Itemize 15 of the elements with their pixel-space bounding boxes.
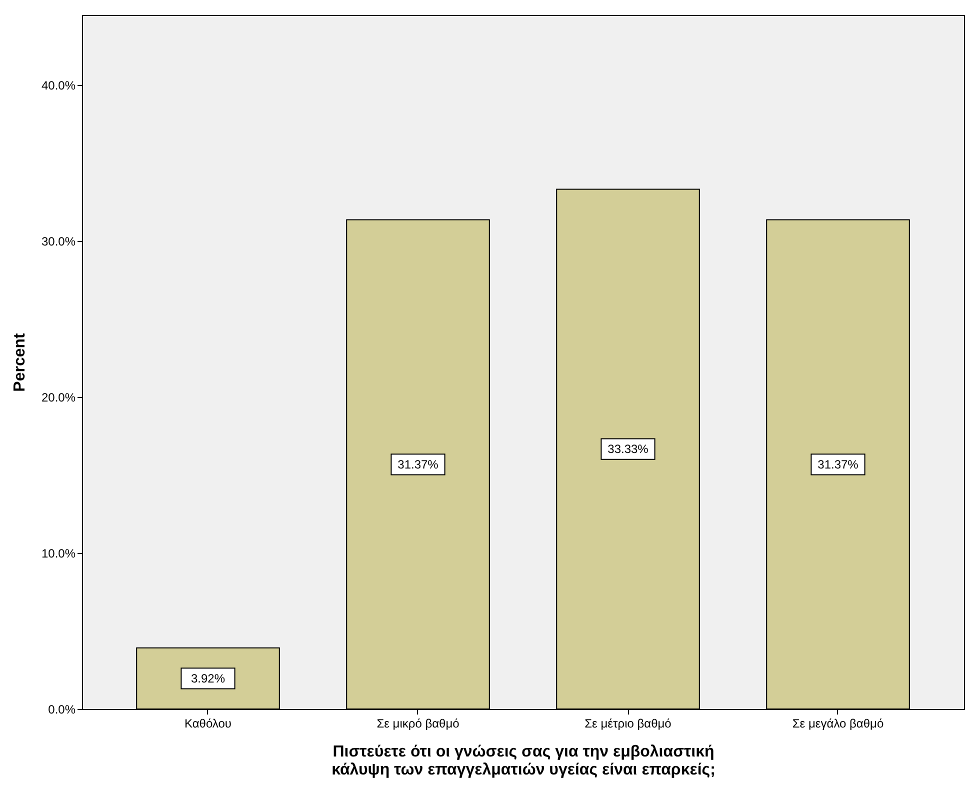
data-label: 31.37% — [398, 457, 439, 472]
y-tick-label: 30.0% — [41, 234, 76, 249]
y-axis-title: Percent — [11, 332, 28, 392]
y-tick-label: 0.0% — [48, 702, 76, 716]
data-label: 33.33% — [608, 442, 649, 456]
x-tick-label: Σε μέτριο βαθμό — [584, 716, 672, 730]
x-axis-title: Πιστεύετε ότι οι γνώσεις σας για την εμβολιαστική κάλυψη των επαγγελματιών υγείας είναι επαρκείς; — [332, 744, 716, 778]
y-tick-label: 40.0% — [41, 78, 76, 93]
x-tick-label: Σε μικρό βαθμό — [376, 716, 460, 730]
x-tick-label: Σε μεγάλο βαθμό — [792, 716, 884, 730]
y-tick-label: 10.0% — [41, 546, 76, 561]
x-tick-label: Καθόλου — [184, 716, 232, 730]
data-label: 31.37% — [818, 457, 859, 472]
data-label: 3.92% — [190, 671, 226, 686]
y-tick-label: 20.0% — [41, 390, 76, 405]
